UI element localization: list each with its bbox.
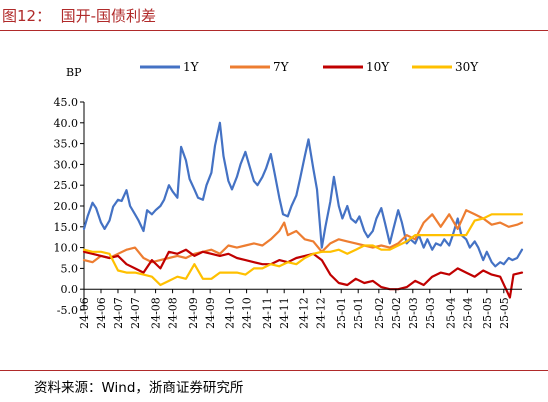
x-tick-label: 24-11: [278, 297, 291, 329]
x-tick-label: 25-05: [481, 297, 494, 329]
x-tick-label: 25-02: [390, 297, 403, 329]
y-tick-label: 0.0: [61, 283, 79, 296]
x-tick-label: 24-10: [224, 297, 237, 329]
x-tick-label: 24-12: [298, 297, 311, 329]
legend-label-1y: 1Y: [183, 60, 200, 74]
legend-label-10y: 10Y: [366, 60, 390, 74]
x-tick-label: 24-12: [315, 297, 328, 329]
figure-title: 图12： 国开-国债利差: [2, 7, 157, 25]
y-tick-label: 10.0: [54, 242, 79, 255]
x-tick-label: 24-06: [78, 297, 91, 329]
series-lines: [82, 121, 524, 299]
x-tick-label: 25-04: [444, 297, 457, 329]
footer-rule: [0, 370, 548, 371]
line-chart: 1Y 7Y 10Y 30Y BP -5.0 0.0 5.0 10.0 15.0 20.0 25.0…: [54, 60, 524, 329]
x-tick-label: 24-09: [187, 297, 200, 329]
source-note: 资料来源：Wind，浙商证券研究所: [34, 380, 244, 396]
y-tick-label: 35.0: [54, 138, 79, 151]
x-tick-label: 24-11: [261, 297, 274, 329]
legend-label-30y: 30Y: [455, 60, 479, 74]
x-tick-label: 25-04: [461, 297, 474, 329]
y-tick-label: 30.0: [54, 158, 79, 171]
y-tick-label: 20.0: [54, 200, 79, 213]
y-axis-label: BP: [66, 66, 82, 79]
x-tick-label: 24-08: [167, 297, 180, 329]
y-tick-label: 40.0: [54, 117, 79, 130]
y-tick-label: -5.0: [57, 304, 78, 317]
y-tick-label: 15.0: [54, 221, 79, 234]
y-tick-label: 45.0: [54, 96, 79, 109]
x-tick-label: 25-01: [335, 297, 348, 329]
series-line-7y: [82, 209, 524, 264]
x-tick-label: 24-07: [129, 297, 142, 329]
x-tick-label: 25-03: [424, 297, 437, 329]
x-tick-label: 24-09: [204, 297, 217, 329]
series-line-30y: [82, 213, 524, 287]
x-tick-label: 24-07: [112, 297, 125, 329]
title-bar: 图12： 国开-国债利差: [0, 0, 548, 31]
y-tick-label: 25.0: [54, 179, 79, 192]
x-tick-label: 25-01: [352, 297, 365, 329]
x-tick-label: 24-06: [95, 297, 108, 329]
legend-label-7y: 7Y: [273, 60, 290, 74]
x-tick-label: 25-02: [373, 297, 386, 329]
x-tick-label: 25-05: [498, 297, 511, 329]
series-line-1y: [82, 121, 524, 268]
series-line-10y: [82, 248, 524, 299]
x-tick-label: 25-03: [407, 297, 420, 329]
x-axis: 24-06 24-06 24-07 24-07 24-08 24-08 24-09 24-09…: [78, 288, 522, 329]
x-tick-label: 24-08: [150, 297, 163, 329]
y-tick-label: 5.0: [61, 262, 79, 275]
y-axis: -5.0 0.0 5.0 10.0 15.0 20.0 25.0 30.0 35.0 40.0 45…: [54, 96, 85, 317]
x-tick-label: 24-10: [241, 297, 254, 329]
chart-legend: 1Y 7Y 10Y 30Y: [140, 60, 479, 74]
